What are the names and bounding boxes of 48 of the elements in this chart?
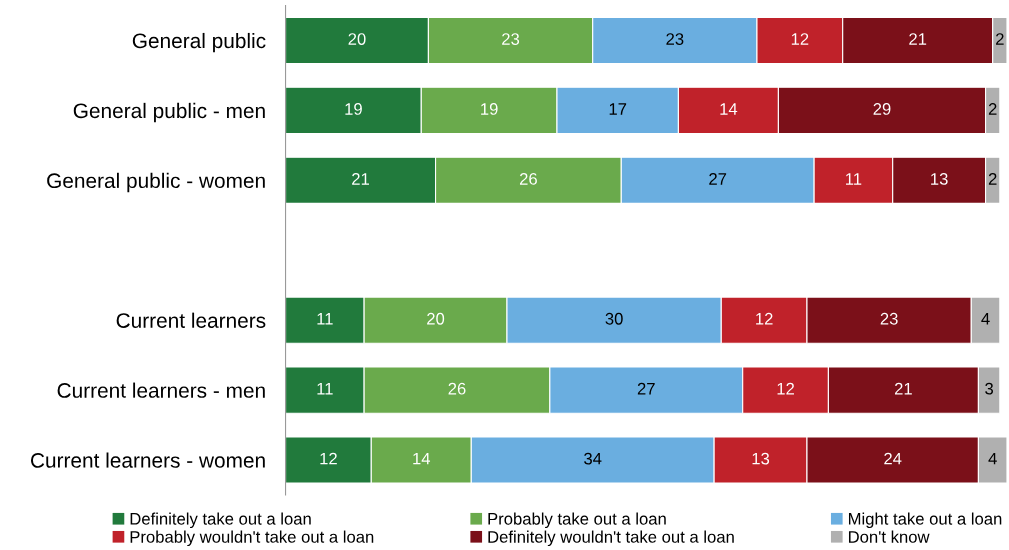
legend-label: Probably take out a loan (488, 512, 666, 529)
y-tick-label: General public (132, 32, 266, 53)
data-label: 17 (609, 103, 627, 115)
data-label: 19 (481, 103, 498, 115)
data-label: 3 (985, 382, 994, 395)
y-tick-label: Current learners - men (57, 382, 265, 398)
data-label: 2 (996, 33, 1004, 45)
data-label: 26 (448, 382, 466, 395)
y-tick-label: General public - women (47, 172, 265, 193)
data-label: 29 (873, 103, 891, 115)
data-label: 21 (894, 382, 912, 395)
data-label: 23 (666, 33, 684, 45)
data-label: 21 (352, 172, 369, 185)
data-label: 20 (427, 312, 445, 325)
data-label: 26 (519, 172, 537, 185)
data-label: 27 (637, 382, 655, 395)
data-label: 4 (988, 452, 997, 465)
data-label: 34 (584, 452, 602, 465)
data-label: 13 (931, 172, 948, 185)
data-label: 12 (320, 452, 337, 465)
data-label: 23 (502, 33, 520, 45)
y-tick-label: General public - men (73, 102, 265, 123)
data-label: 12 (791, 33, 809, 45)
legend-label: Definitely take out a loan (130, 512, 311, 529)
legend-label: Might take out a loan (848, 512, 1002, 529)
data-label: 19 (345, 103, 362, 115)
y-tick-label: Current learners (116, 312, 266, 328)
data-label: 2 (988, 103, 997, 115)
y-tick-label: Current learners - women (30, 452, 265, 468)
data-label: 13 (752, 452, 770, 465)
data-label: 11 (317, 382, 333, 395)
data-label: 4 (981, 313, 990, 325)
data-label: 12 (756, 312, 773, 325)
data-label: 14 (413, 452, 431, 465)
data-label: 23 (880, 312, 898, 325)
data-label: 20 (348, 33, 366, 45)
data-label: 14 (720, 103, 738, 115)
data-label: 27 (709, 172, 727, 185)
data-label: 24 (884, 452, 902, 465)
data-label: 11 (317, 313, 333, 325)
legend-label: Probably wouldn't take out a loan (130, 530, 374, 547)
data-label: 11 (846, 173, 862, 185)
data-label: 21 (909, 33, 927, 45)
legend-label: Definitely wouldn't take out a loan (488, 530, 734, 547)
data-label: 2 (988, 172, 997, 185)
data-label: 12 (777, 382, 794, 395)
legend-label: Don't know (848, 530, 930, 543)
data-label: 30 (605, 312, 623, 325)
